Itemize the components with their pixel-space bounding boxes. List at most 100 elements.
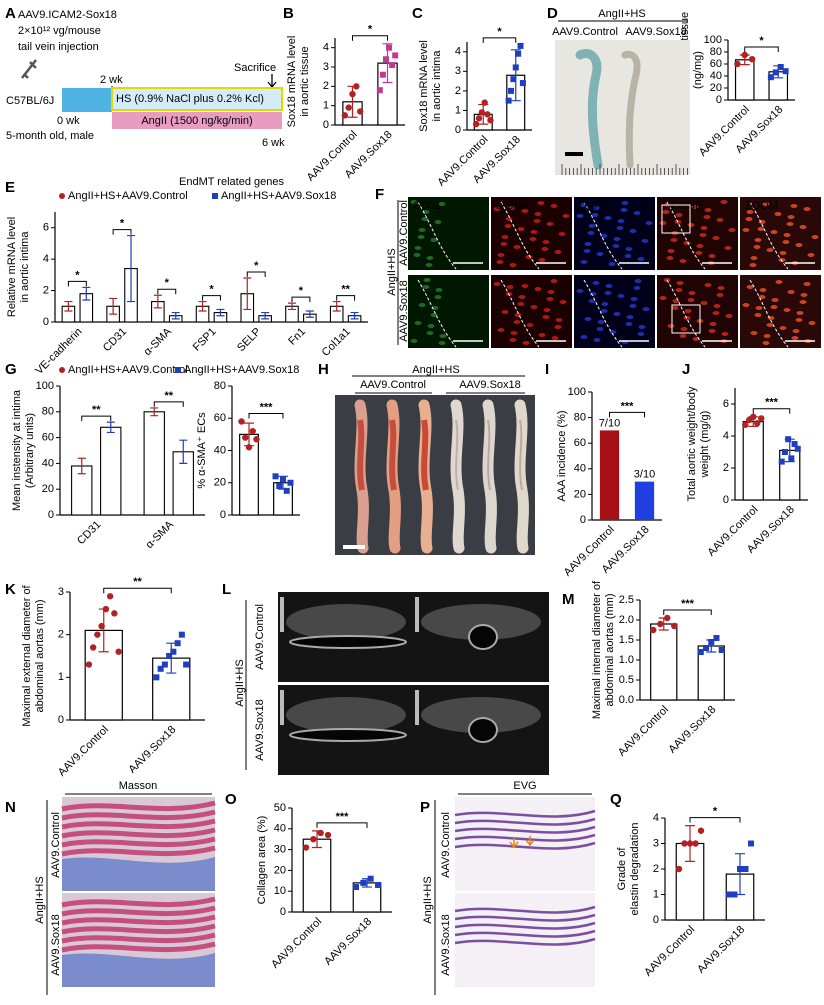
y-tick-label: 0 (43, 316, 49, 328)
cell (438, 341, 446, 345)
label: abdominal aortas (mm) (34, 599, 46, 712)
cell (554, 250, 562, 254)
cell (791, 336, 799, 340)
data-point (748, 56, 756, 63)
cell (435, 288, 443, 292)
significance-label: * (299, 285, 304, 297)
cell (662, 210, 670, 214)
y-tick-label: 0 (58, 714, 64, 726)
label: Maximal external diameter of (21, 584, 33, 726)
data-point (750, 413, 757, 420)
y-tick-label: 10 (274, 885, 286, 897)
cell (750, 331, 758, 335)
x-tick-label: AAV9.Control (56, 724, 111, 779)
cell (584, 317, 592, 321)
panel-letter: A (5, 5, 16, 22)
x-tick-label: AAV9.Control (642, 924, 697, 979)
cell (703, 215, 711, 219)
cell (410, 200, 418, 204)
data-point (791, 441, 798, 447)
cell (588, 224, 596, 228)
significance-label: *** (621, 400, 635, 412)
bar (302, 838, 332, 913)
label: Maximal internal diameter of (591, 580, 603, 719)
error-bar (287, 302, 296, 311)
data-point (472, 120, 480, 128)
cell (754, 238, 762, 242)
y-tick-label: 100 (568, 386, 586, 398)
cell (588, 299, 596, 303)
cell (688, 291, 696, 295)
significance-bracket (291, 296, 311, 303)
panel-letter: J (682, 361, 690, 378)
significance-label: *** (681, 598, 695, 610)
x-tick-label: SELP (235, 326, 263, 354)
y-tick-label: 2 (653, 863, 659, 875)
x-tick-label: α-SMA (143, 518, 176, 551)
cell (500, 242, 508, 246)
legend-marker (59, 193, 65, 199)
y-tick-label: 0 (48, 509, 54, 521)
cell (683, 241, 691, 245)
y-tick-label: 1 (323, 100, 329, 112)
data-point (386, 44, 393, 51)
y-tick-label: 0 (580, 514, 586, 526)
elastin (454, 817, 596, 826)
micrograph (408, 275, 489, 348)
cell (671, 306, 679, 310)
y-tick-label: 30 (274, 844, 286, 856)
data-point (778, 458, 785, 465)
aorta (621, 50, 641, 169)
cell (675, 288, 683, 292)
data-point (475, 115, 483, 122)
y-tick-label: 20 (42, 483, 54, 495)
error-bar (171, 311, 180, 320)
panel-letter: E (5, 179, 15, 196)
legend-label: AngII+HS+AAV9.Control (68, 190, 188, 202)
cell (584, 242, 592, 246)
data-point (111, 610, 118, 617)
cell (659, 296, 667, 300)
data-point (718, 647, 725, 653)
cell (613, 312, 621, 316)
y-tick-label: 2.5 (619, 594, 634, 606)
cell (550, 279, 558, 283)
cell (626, 315, 634, 319)
x-tick-label: AAV9.Sox18 (695, 924, 747, 976)
dashed-boundary (417, 279, 457, 348)
y-tick-label: 20 (574, 488, 586, 500)
scale-bar (565, 152, 583, 156)
data-point (161, 661, 168, 668)
cell (629, 304, 637, 308)
y-tick-label: 20 (214, 477, 226, 489)
x-tick-label: Col1a1 (320, 326, 353, 359)
y-tick-label: 60 (214, 412, 226, 424)
legend-label: AngII+HS+AAV9.Sox18 (184, 364, 299, 376)
cell (717, 286, 725, 290)
data-point (650, 626, 657, 634)
label: (Arbitrary units) (24, 413, 36, 488)
cell (620, 208, 628, 212)
data-point (777, 64, 784, 70)
cell (742, 228, 750, 232)
elastin (454, 809, 596, 818)
cell (547, 290, 555, 294)
label: Sox18 mRNA level (418, 40, 430, 132)
fiber (61, 845, 216, 857)
data-point (734, 60, 741, 68)
y-tick-label: 0 (455, 124, 461, 136)
significance-label: *** (765, 397, 779, 409)
gray-scale (280, 597, 284, 632)
cell (633, 286, 641, 290)
panel-letter: C (412, 5, 423, 22)
significance-label: *** (260, 401, 274, 413)
label: HS (0.9% NaCl plus 0.2% Kcl) (116, 93, 264, 105)
cell (746, 210, 754, 214)
cell (675, 213, 683, 217)
y-tick-label: 0 (723, 494, 729, 506)
data-point (686, 840, 694, 847)
fiber (61, 932, 216, 944)
label: AngII (1500 ng/kg/min) (141, 115, 252, 127)
cell (559, 300, 567, 304)
cell (422, 285, 430, 289)
